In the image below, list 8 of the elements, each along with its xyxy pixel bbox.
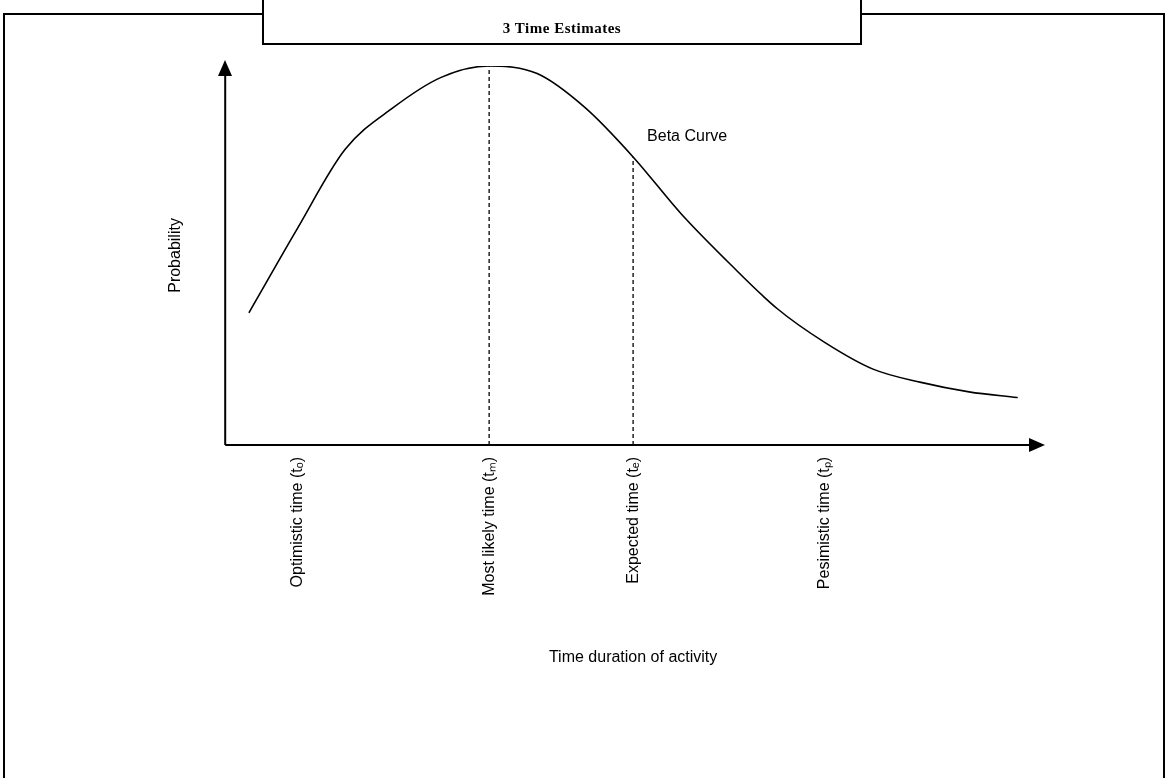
x-tick-label: Pesimistic time (tₚ)	[815, 456, 834, 590]
x-tick-label: Expected time (tₑ)	[623, 456, 641, 584]
x-tick-label: Optimistic time (tₒ)	[287, 456, 305, 588]
chart-title: 3 Time Estimates	[501, 20, 623, 37]
series-label: Beta Curve	[647, 127, 728, 145]
x-axis-title: Time duration of activity	[548, 647, 718, 665]
x-tick-label: Most likely time (tₘ)	[479, 456, 497, 596]
y-axis-title: Probability	[166, 218, 184, 293]
